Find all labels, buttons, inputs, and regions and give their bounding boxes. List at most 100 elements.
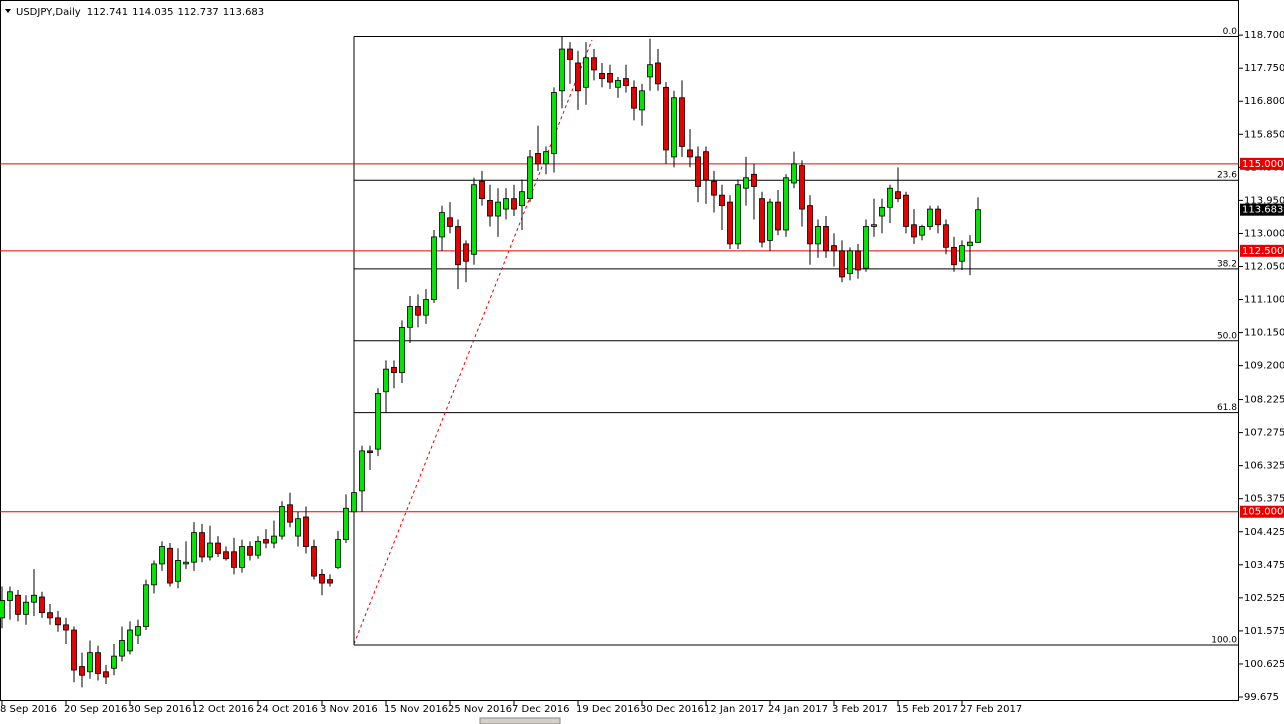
candle-body [39, 596, 45, 614]
candle-body [847, 250, 853, 274]
candle-body [279, 506, 285, 537]
y-tick-label: 107.275 [1244, 428, 1284, 439]
low-value: 112.737 [177, 7, 218, 18]
candle-body [223, 551, 229, 560]
candle-body [295, 518, 301, 537]
candle-body [583, 57, 589, 88]
candle-body [791, 163, 797, 184]
y-tick-label: 100.625 [1244, 659, 1284, 670]
candle-body [751, 173, 757, 187]
y-tick-label: 99.675 [1244, 692, 1279, 703]
y-tick-label: 105.375 [1244, 494, 1284, 505]
candle-body [743, 177, 749, 189]
candle-body [311, 546, 317, 577]
level-tag-label: 115.000 [1242, 159, 1283, 170]
candle-body [631, 86, 637, 109]
candle-body [551, 92, 557, 154]
x-tick-label: 25 Nov 2016 [448, 704, 512, 715]
menu-triangle[interactable] [5, 9, 11, 13]
fib-label: 50.0 [1217, 331, 1237, 341]
candle-body [807, 205, 813, 245]
fib-label: 38.2 [1217, 259, 1237, 269]
candle-body [823, 226, 829, 252]
candle-body [559, 48, 565, 92]
candle-body [263, 539, 269, 544]
candle-body [711, 180, 717, 196]
candle-body [943, 224, 949, 248]
y-tick-label: 102.525 [1244, 593, 1284, 604]
candle-body [119, 640, 125, 657]
candles-layer [0, 36, 981, 688]
candle-body [79, 666, 85, 676]
level-tag [1240, 157, 1284, 170]
candle-body [535, 153, 541, 165]
y-tick-label: 109.200 [1244, 361, 1284, 372]
candle-body [639, 90, 645, 111]
candle-body [271, 535, 277, 544]
candle-body [871, 224, 877, 227]
y-tick-label: 104.425 [1244, 527, 1284, 538]
candle-body [815, 226, 821, 245]
y-tick-label: 116.800 [1244, 96, 1284, 107]
x-tick-label: 20 Sep 2016 [64, 704, 127, 715]
candle-body [663, 86, 669, 151]
open-value: 112.741 [87, 7, 128, 18]
candle-body [527, 156, 533, 200]
candle-body [103, 671, 109, 678]
candle-body [735, 184, 741, 245]
candle-body [487, 199, 493, 217]
symbol-title: USDJPY,Daily [16, 7, 81, 18]
candle-body [95, 652, 101, 674]
candle-body [367, 450, 373, 454]
candle-body [767, 201, 773, 241]
x-tick-label: 30 Sep 2016 [128, 704, 191, 715]
candle-body [759, 198, 765, 243]
candle-body [927, 208, 933, 227]
y-tick-label: 111.100 [1244, 295, 1284, 306]
candle-body [239, 546, 245, 568]
candle-body [959, 245, 965, 262]
candle-body [439, 212, 445, 238]
level-tag [1240, 244, 1284, 257]
scroll-tab[interactable] [479, 717, 561, 724]
candle-body [967, 241, 973, 247]
candle-body [0, 600, 5, 619]
candle-body [151, 563, 157, 586]
candle-body [511, 198, 517, 210]
candle-body [775, 201, 781, 231]
y-tick-label: 113.000 [1244, 228, 1284, 239]
candle-body [543, 151, 549, 165]
candle-body [671, 97, 677, 158]
candle-body [215, 542, 221, 554]
candle-body [623, 78, 629, 86]
lines-layer: 0.0 23.6 38.2 50.0 61.8 100.0 [0, 27, 1239, 646]
x-tick-label: 8 Sep 2016 [0, 704, 57, 715]
candle-body [335, 539, 341, 568]
candle-body [231, 551, 237, 568]
candle-body [351, 492, 357, 513]
y-tick-label: 103.475 [1244, 560, 1284, 571]
candle-body [199, 532, 205, 558]
candle-body [471, 184, 477, 255]
candle-body [343, 507, 349, 540]
candle-body [495, 201, 501, 217]
candle-body [167, 547, 173, 584]
y-tick-label: 110.150 [1244, 328, 1284, 339]
candle-body [799, 165, 805, 210]
candle-body [55, 617, 61, 626]
x-tick-label: 12 Jan 2017 [704, 704, 764, 715]
candle-body [383, 368, 389, 393]
candle-body [719, 194, 725, 207]
candle-body [407, 306, 413, 328]
candle-body [7, 591, 13, 601]
candle-body [599, 73, 605, 80]
fib-label: 23.6 [1217, 171, 1237, 181]
candle-body [951, 246, 957, 266]
fib-label: 100.0 [1211, 635, 1237, 645]
candle-body [23, 601, 29, 615]
y-tick-label: 117.750 [1244, 63, 1284, 74]
candle-body [479, 180, 485, 200]
close-value: 113.683 [223, 7, 264, 18]
candle-body [647, 64, 653, 78]
